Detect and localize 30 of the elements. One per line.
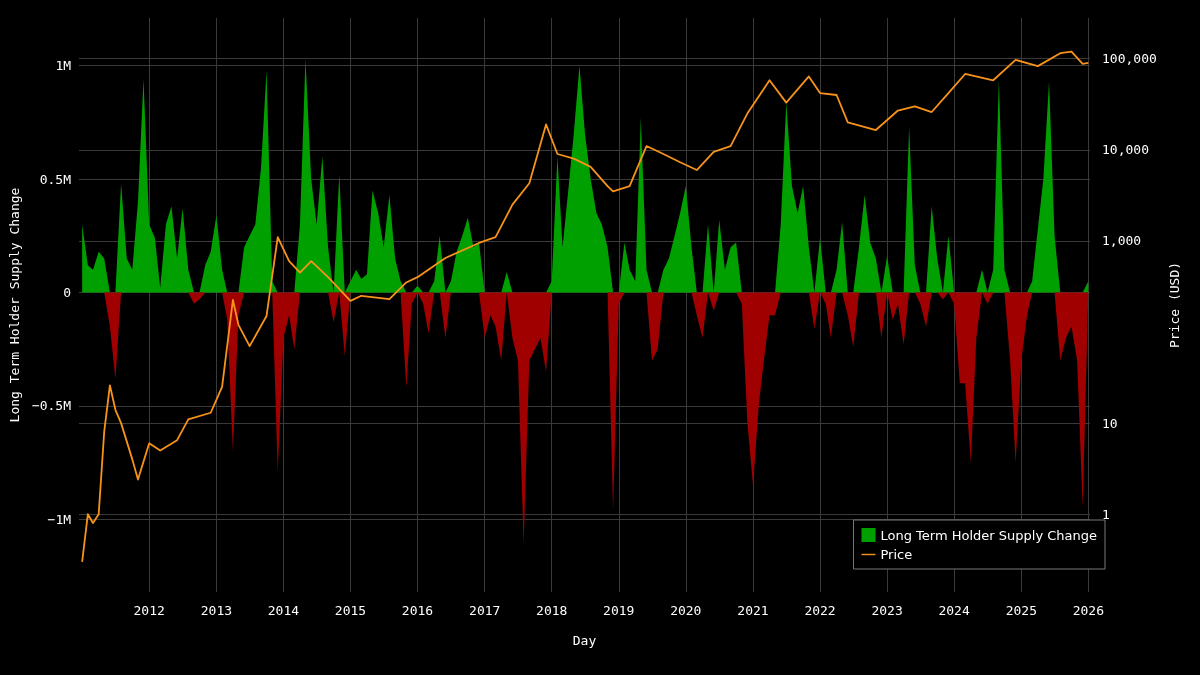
legend-label: Price bbox=[880, 547, 913, 562]
y2-axis-title: Price (USD) bbox=[1166, 261, 1182, 349]
y-tick-label: −1M bbox=[47, 511, 72, 527]
x-tick-label: 2018 bbox=[536, 603, 568, 618]
y-tick-label: −0.5M bbox=[31, 398, 72, 414]
y-axis-title: Long Term Holder Supply Change bbox=[7, 187, 22, 423]
x-tick-label: 2025 bbox=[1005, 603, 1037, 618]
y2-tick-label: 10 bbox=[1102, 415, 1118, 431]
legend-label: Long Term Holder Supply Change bbox=[880, 527, 1098, 543]
x-tick-label: 2021 bbox=[737, 603, 769, 618]
x-tick-label: 2016 bbox=[401, 603, 434, 618]
y2-tick-label: 1 bbox=[1102, 506, 1110, 522]
x-tick-label: 2012 bbox=[133, 603, 165, 618]
y2-tick-label: 100,000 bbox=[1102, 51, 1157, 67]
y2-tick-label: 1,000 bbox=[1102, 233, 1142, 249]
x-tick-label: 2020 bbox=[670, 603, 702, 618]
y-tick-label: 0.5M bbox=[39, 171, 72, 187]
y-tick-label: 1M bbox=[55, 58, 72, 74]
y2-tick-label: 10,000 bbox=[1102, 142, 1149, 158]
y-tick-label: 0 bbox=[63, 285, 72, 301]
x-axis-title: Day bbox=[572, 633, 597, 648]
x-tick-label: 2024 bbox=[938, 603, 970, 618]
x-tick-label: 2014 bbox=[267, 603, 300, 618]
x-tick-label: 2013 bbox=[200, 603, 233, 618]
x-tick-label: 2026 bbox=[1072, 603, 1104, 618]
x-tick-label: 2023 bbox=[871, 603, 903, 618]
x-tick-label: 2019 bbox=[603, 603, 635, 618]
x-tick-label: 2015 bbox=[334, 603, 367, 618]
x-tick-label: 2017 bbox=[469, 603, 501, 618]
x-tick-label: 2022 bbox=[804, 603, 836, 618]
